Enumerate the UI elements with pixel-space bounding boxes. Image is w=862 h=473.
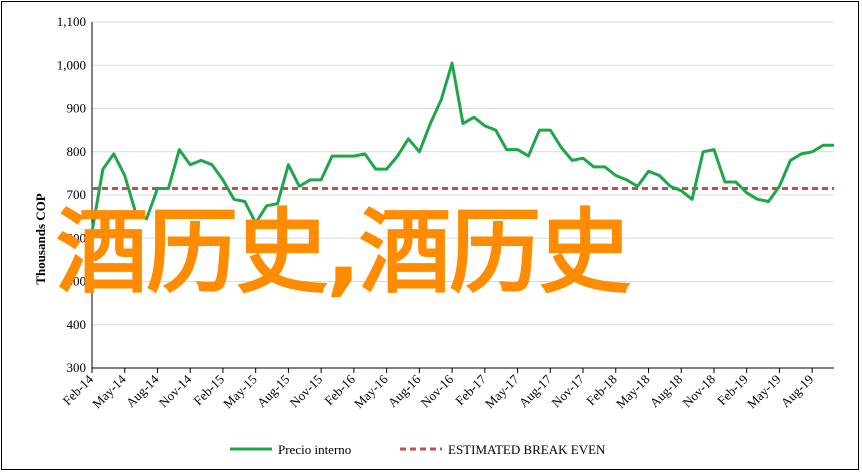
y-tick-label: 800 (67, 144, 87, 159)
x-tick-label: Aug-14 (123, 371, 162, 410)
y-tick-label: 400 (67, 317, 87, 332)
x-tick-label: Nov-15 (287, 372, 326, 411)
x-tick-labels: Feb-14May-14Aug-14Nov-14Feb-15May-15Aug-… (59, 371, 816, 411)
watermark-overlay: 酒历史,酒历史 (56, 199, 631, 306)
y-tick-label: 900 (67, 101, 87, 116)
y-tick-label: 300 (67, 360, 87, 375)
x-tick-label: Nov-16 (418, 371, 457, 410)
y-tick-labels: 300 400 500 600 700 800 900 1,000 1,100 (57, 14, 86, 375)
series-lines (90, 61, 834, 233)
x-tick-label: Nov-18 (679, 372, 718, 411)
legend-label-break-even: ESTIMATED BREAK EVEN (448, 442, 606, 457)
x-tick-label: Nov-17 (548, 371, 587, 410)
x-tick-label: Aug-17 (516, 371, 555, 410)
legend: Precio interno ESTIMATED BREAK EVEN (230, 442, 606, 457)
legend-label-precio-interno: Precio interno (278, 442, 351, 457)
y-tick-label: 600 (67, 230, 87, 245)
x-tick-label: May-16 (351, 371, 391, 411)
y-tick-label: 500 (67, 274, 87, 289)
x-tick-label: Aug-19 (778, 372, 817, 411)
precio-interno-line (90, 61, 834, 233)
x-tick-label: May-18 (613, 372, 653, 412)
x-tick-label: May-19 (744, 372, 784, 412)
x-tick-label: Aug-18 (647, 372, 686, 411)
x-tick-label: May-17 (482, 371, 522, 411)
x-tick-label: May-14 (89, 371, 129, 411)
axes (91, 22, 834, 373)
x-tick-label: Aug-16 (385, 371, 424, 410)
gridlines (92, 21, 834, 326)
y-tick-label: 700 (67, 187, 87, 202)
y-tick-label: 1,100 (57, 14, 86, 29)
x-tick-label: Aug-15 (254, 372, 293, 411)
x-tick-label: May-15 (220, 372, 260, 412)
y-tick-label: 1,000 (57, 57, 86, 72)
x-tick-label: Nov-14 (156, 371, 195, 410)
y-axis-label: Thousands COP (33, 193, 48, 284)
